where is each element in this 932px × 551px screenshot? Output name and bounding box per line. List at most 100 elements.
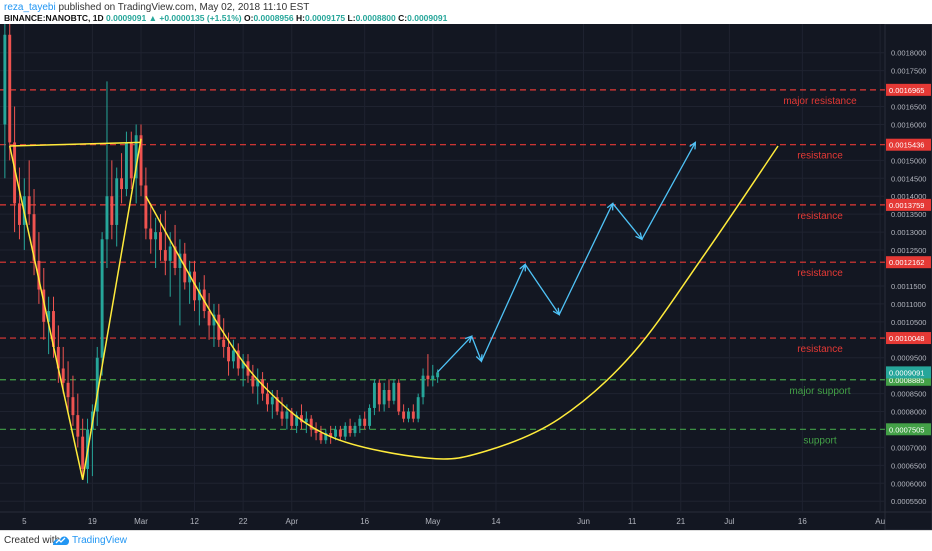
projection-arrow-segment	[558, 203, 614, 315]
projection-arrow-segment	[471, 335, 483, 362]
candle-body	[27, 196, 31, 215]
y-tick-label: 0.0008500	[891, 390, 926, 399]
candle-body	[154, 232, 158, 240]
candle-body	[71, 397, 75, 416]
y-tick-label: 0.0011000	[891, 300, 926, 309]
candle-body	[8, 34, 12, 143]
x-tick-label: Jun	[577, 517, 590, 526]
projection-arrow-head	[519, 263, 526, 272]
tradingview-brand[interactable]: TradingView	[72, 535, 128, 546]
x-tick-label: 19	[88, 517, 97, 526]
low-label: L:	[347, 13, 356, 23]
last-price-tag	[886, 366, 931, 379]
candle-body	[387, 390, 391, 401]
candle-body	[129, 142, 133, 179]
y-tick-label: 0.0013500	[891, 210, 926, 219]
candle-body	[309, 418, 313, 430]
candle-body	[261, 379, 265, 394]
candle-body	[304, 418, 308, 423]
candle-body	[363, 418, 367, 426]
candle-body	[416, 397, 420, 419]
author-link[interactable]: reza_tayebi	[4, 2, 56, 13]
level-price-tag-label: 0.0016965	[889, 86, 924, 95]
level-price-tag-label: 0.0012162	[889, 258, 924, 267]
candle-body	[124, 142, 128, 190]
y-tick-label: 0.0011500	[891, 282, 926, 291]
candle-body	[426, 375, 430, 380]
candle-body	[334, 429, 337, 437]
candle-body	[17, 203, 21, 225]
published-text: published on TradingView.com, May 02, 20…	[58, 2, 310, 13]
candle-body	[13, 142, 17, 204]
x-tick-label: Mar	[134, 517, 148, 526]
x-tick-label: Apr	[286, 517, 299, 526]
x-tick-label: 5	[22, 517, 27, 526]
level-price-tag	[886, 332, 931, 345]
level-price-tag	[886, 83, 931, 96]
level-price-tag	[886, 423, 931, 436]
level-price-tag-label: 0.0015436	[889, 141, 924, 150]
y-tick-label: 0.0005500	[891, 497, 926, 506]
high-value: 0.0009175	[304, 13, 346, 23]
projection-arrow-segment	[641, 142, 696, 240]
chart-background	[0, 24, 932, 530]
candle-body	[300, 415, 303, 423]
footer: Created with TradingView	[0, 530, 932, 551]
candle-body	[139, 135, 143, 186]
candle-body	[231, 350, 235, 362]
candle-body	[343, 425, 347, 437]
level-label: major resistance	[783, 96, 857, 107]
candle-body	[105, 196, 109, 240]
candle-body	[42, 289, 46, 322]
candle-body	[56, 346, 60, 369]
y-tick-label: 0.0013000	[891, 228, 926, 237]
candle-body	[207, 311, 211, 326]
x-tick-label: 14	[492, 517, 501, 526]
candle-body	[241, 361, 245, 369]
candle-body	[32, 214, 36, 261]
projection-arrow-head	[689, 141, 697, 150]
symbol-line: BINANCE:NANOBTC, 1D 0.0009091 ▲ +0.00001…	[4, 13, 447, 23]
y-tick-label: 0.0018000	[891, 49, 926, 58]
level-label: support	[803, 435, 837, 446]
level-price-tag-label: 0.0013759	[889, 201, 924, 210]
candle-body	[37, 260, 41, 290]
candle-body	[295, 415, 299, 426]
candle-body	[329, 433, 333, 437]
candle-body	[47, 311, 51, 322]
candle-body	[353, 425, 357, 434]
y-tick-label: 0.0009500	[891, 354, 926, 363]
open-label: O:	[243, 13, 254, 23]
y-tick-label: 0.0016000	[891, 120, 926, 129]
candle-body	[358, 418, 362, 426]
candle-body	[285, 411, 289, 419]
candle-body	[251, 375, 255, 387]
level-label: resistance	[797, 211, 843, 222]
x-tick-label: 16	[360, 517, 369, 526]
level-label: resistance	[797, 151, 843, 162]
symbol-label: BINANCE:NANOBTC, 1D	[4, 13, 104, 23]
candle-body	[436, 372, 440, 378]
chart-header: reza_tayebi published on TradingView.com…	[0, 0, 932, 24]
candle-body	[159, 232, 162, 251]
y-tick-label: 0.0010500	[891, 318, 926, 327]
candle-body	[314, 429, 318, 434]
candle-body	[265, 393, 269, 405]
y-tick-label: 0.0006000	[891, 479, 926, 488]
candle-body	[81, 436, 85, 469]
candle-body	[76, 415, 80, 437]
level-label: resistance	[797, 268, 843, 279]
level-price-tag	[886, 256, 931, 269]
close-value: 0.0009091	[407, 13, 448, 23]
candle-body	[100, 239, 104, 358]
candle-body	[319, 433, 323, 441]
y-tick-label: 0.0008000	[891, 408, 926, 417]
candle-body	[227, 346, 231, 362]
level-price-tag	[886, 138, 931, 151]
candle-body	[144, 185, 148, 229]
projection-arrow-segment	[437, 335, 473, 373]
open-value: 0.0008956	[253, 13, 294, 23]
price-chart[interactable]: 0.0018000 0.0017500 0.0016500 0.0016000 0.00…	[0, 24, 932, 530]
yellow-top-line	[9, 141, 142, 147]
candle-body	[178, 253, 182, 268]
